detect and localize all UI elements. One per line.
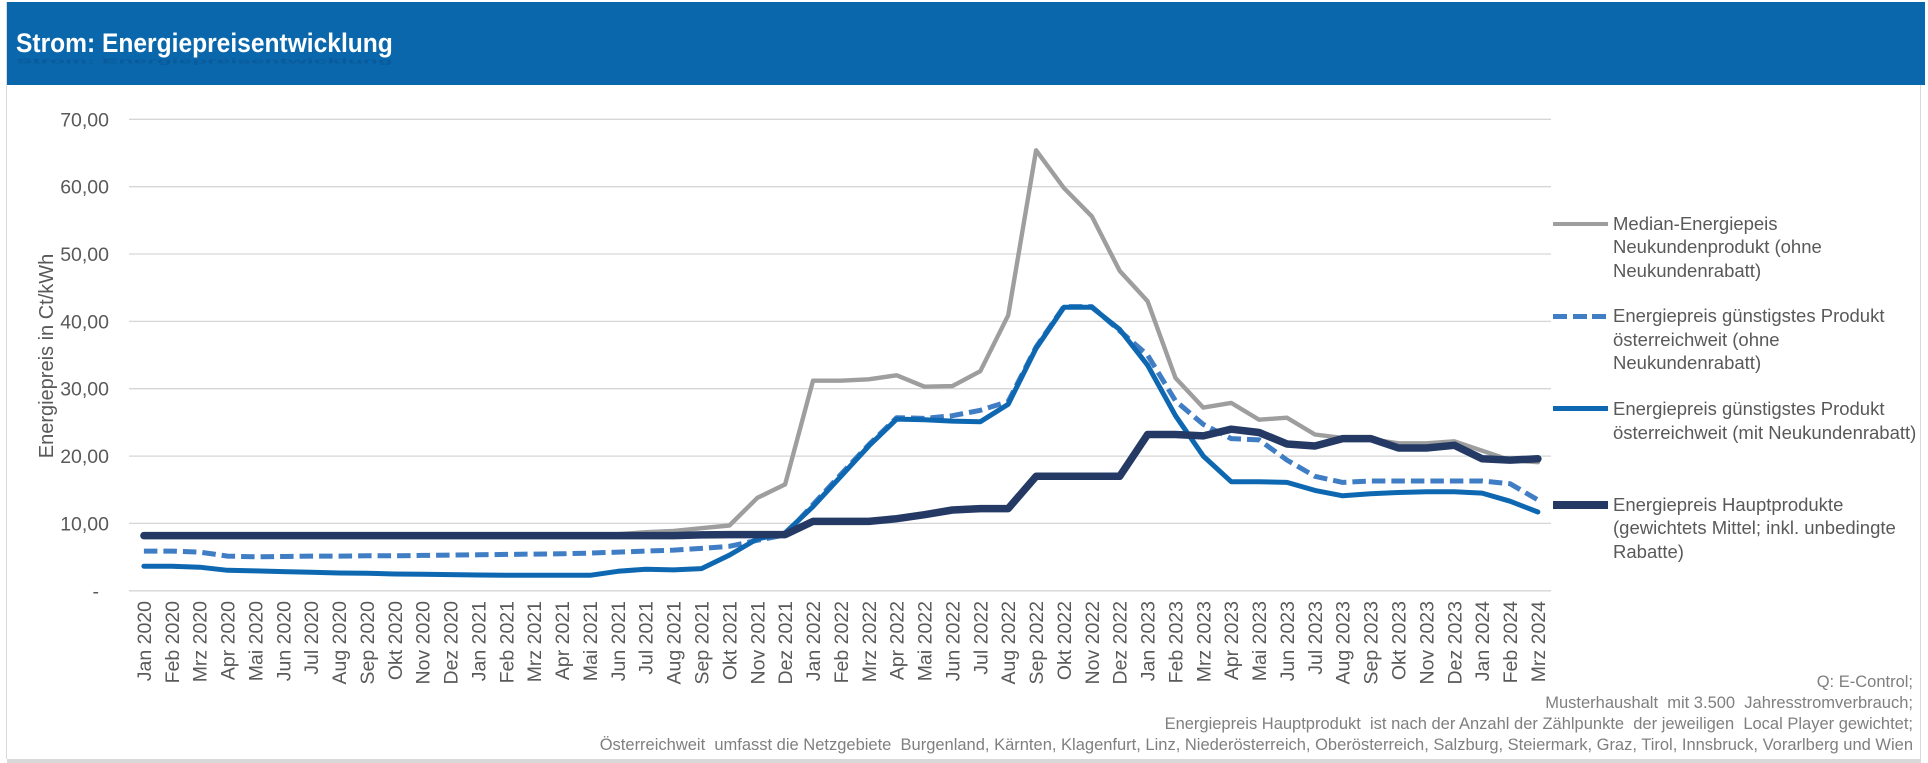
svg-text:20,00: 20,00 xyxy=(60,446,109,468)
svg-text:Mrz 2023: Mrz 2023 xyxy=(1193,601,1215,682)
svg-text:Nov 2020: Nov 2020 xyxy=(413,601,435,685)
svg-text:Jun 2023: Jun 2023 xyxy=(1277,601,1299,681)
svg-text:Mrz 2024: Mrz 2024 xyxy=(1528,601,1550,682)
svg-text:Jan 2022: Jan 2022 xyxy=(803,601,825,681)
svg-text:Jul 2023: Jul 2023 xyxy=(1305,601,1327,675)
svg-text:Nov 2022: Nov 2022 xyxy=(1082,601,1104,684)
svg-text:Jan 2024: Jan 2024 xyxy=(1472,601,1494,681)
svg-text:Feb 2021: Feb 2021 xyxy=(496,601,518,683)
svg-text:Jan 2020: Jan 2020 xyxy=(134,601,156,681)
svg-text:Mai 2021: Mai 2021 xyxy=(580,601,602,681)
svg-text:Sep 2021: Sep 2021 xyxy=(692,601,714,685)
svg-text:Apr 2023: Apr 2023 xyxy=(1221,601,1243,680)
svg-text:Apr 2020: Apr 2020 xyxy=(218,601,240,680)
svg-text:Feb 2020: Feb 2020 xyxy=(162,601,184,684)
svg-text:70,00: 70,00 xyxy=(60,109,109,131)
svg-text:Dez 2023: Dez 2023 xyxy=(1444,601,1466,684)
svg-text:Nov 2021: Nov 2021 xyxy=(747,601,769,684)
svg-text:Jul 2022: Jul 2022 xyxy=(970,601,992,675)
svg-text:Sep 2020: Sep 2020 xyxy=(357,601,379,685)
svg-text:Feb 2023: Feb 2023 xyxy=(1166,601,1188,683)
svg-text:30,00: 30,00 xyxy=(60,379,109,401)
svg-text:Aug 2021: Aug 2021 xyxy=(664,601,686,685)
svg-text:Apr 2022: Apr 2022 xyxy=(887,601,909,680)
svg-text:Aug 2022: Aug 2022 xyxy=(998,601,1020,685)
svg-text:50,00: 50,00 xyxy=(60,244,109,266)
svg-text:Jul 2020: Jul 2020 xyxy=(301,601,323,675)
svg-text:Feb 2024: Feb 2024 xyxy=(1500,601,1522,684)
svg-text:Mrz 2020: Mrz 2020 xyxy=(190,601,212,682)
svg-text:Okt 2020: Okt 2020 xyxy=(385,601,407,680)
svg-text:60,00: 60,00 xyxy=(60,177,109,199)
svg-text:Mai 2020: Mai 2020 xyxy=(245,601,267,681)
svg-text:Okt 2021: Okt 2021 xyxy=(719,601,741,680)
svg-text:Jun 2021: Jun 2021 xyxy=(608,601,630,681)
svg-text:Mai 2022: Mai 2022 xyxy=(915,601,937,681)
svg-text:Mrz 2022: Mrz 2022 xyxy=(859,601,881,682)
svg-text:Feb 2022: Feb 2022 xyxy=(831,601,853,683)
svg-text:40,00: 40,00 xyxy=(60,311,109,333)
svg-text:10,00: 10,00 xyxy=(60,513,109,535)
svg-text:Aug 2020: Aug 2020 xyxy=(329,601,351,685)
svg-text:Sep 2022: Sep 2022 xyxy=(1026,601,1048,685)
svg-text:Nov 2023: Nov 2023 xyxy=(1416,601,1438,684)
svg-text:Jun 2022: Jun 2022 xyxy=(942,601,964,681)
svg-text:Dez 2022: Dez 2022 xyxy=(1110,601,1132,684)
svg-text:Aug 2023: Aug 2023 xyxy=(1333,601,1355,685)
svg-text:Mai 2023: Mai 2023 xyxy=(1249,601,1271,681)
svg-text:Jul 2021: Jul 2021 xyxy=(636,601,658,675)
svg-text:Dez 2021: Dez 2021 xyxy=(775,601,797,684)
svg-text:Jun 2020: Jun 2020 xyxy=(273,601,295,681)
svg-text:Mrz 2021: Mrz 2021 xyxy=(524,601,546,682)
svg-text:Energiepreis in Ct/kWh: Energiepreis in Ct/kWh xyxy=(36,254,58,459)
svg-text:Okt 2023: Okt 2023 xyxy=(1389,601,1411,680)
svg-text:Okt 2022: Okt 2022 xyxy=(1054,601,1076,680)
svg-text:Sep 2023: Sep 2023 xyxy=(1361,601,1383,685)
svg-text:-: - xyxy=(93,581,100,603)
svg-text:Jan 2023: Jan 2023 xyxy=(1138,601,1160,681)
svg-text:Jan 2021: Jan 2021 xyxy=(469,601,491,681)
svg-text:Apr 2021: Apr 2021 xyxy=(552,601,574,680)
svg-text:Dez 2020: Dez 2020 xyxy=(441,601,463,685)
